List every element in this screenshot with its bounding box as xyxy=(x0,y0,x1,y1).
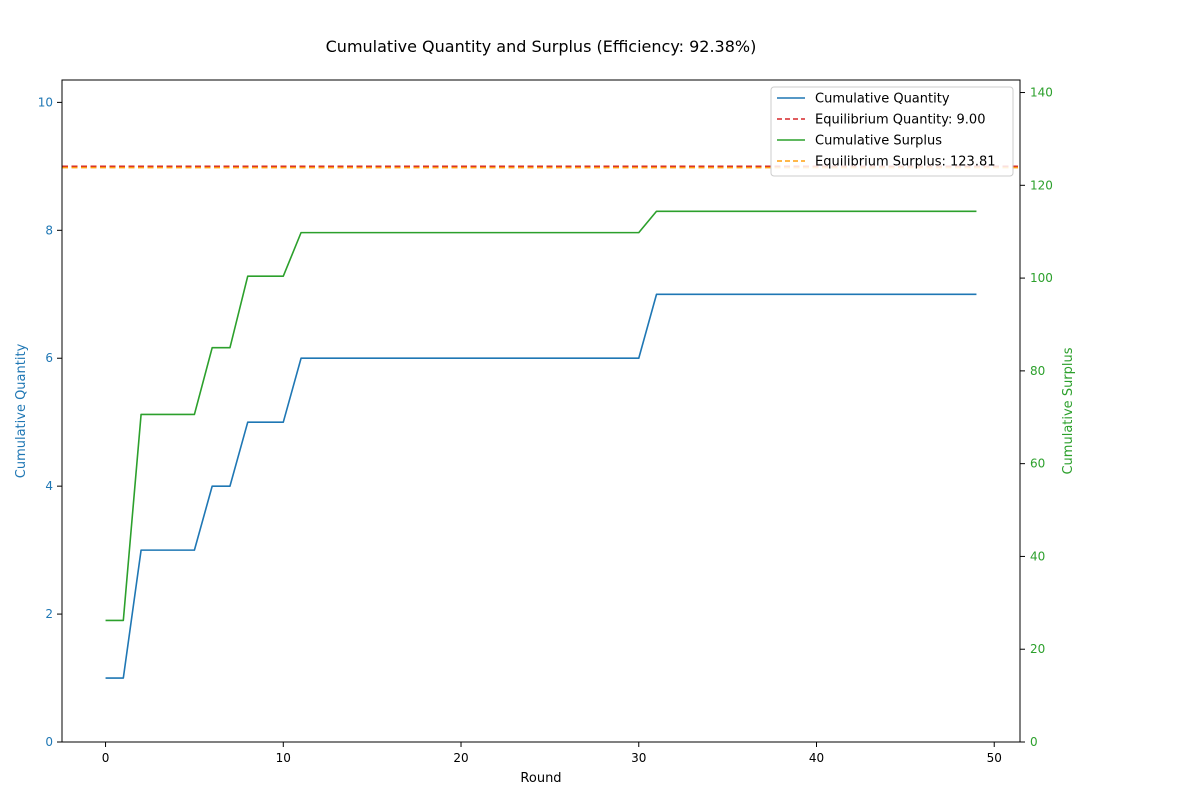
x-tick-label: 30 xyxy=(631,751,646,765)
legend-label: Cumulative Quantity xyxy=(815,92,950,107)
y-left-tick-label: 2 xyxy=(45,607,53,621)
y-axis-right: 0 20 40 60 80 100 120 140 xyxy=(1020,86,1053,749)
chart-title: Cumulative Quantity and Surplus (Efficie… xyxy=(326,37,757,56)
series-line xyxy=(105,293,977,679)
x-tick-label: 40 xyxy=(809,751,824,765)
x-axis-label: Round xyxy=(520,771,561,786)
y-left-tick-label: 6 xyxy=(45,351,53,365)
plot-frame xyxy=(61,79,1021,743)
y-right-tick-label: 60 xyxy=(1030,457,1045,471)
legend-box xyxy=(770,86,1014,177)
x-tick-label: 50 xyxy=(987,751,1002,765)
y-right-tick-label: 120 xyxy=(1030,178,1053,192)
y-right-tick-label: 20 xyxy=(1030,642,1045,656)
y-axis-left: 0 2 4 6 8 10 xyxy=(38,95,62,749)
x-tick-label: 10 xyxy=(276,751,291,765)
y-axis-right-label: Cumulative Surplus xyxy=(1061,347,1076,474)
y-right-tick-label: 80 xyxy=(1030,364,1045,378)
x-axis: 0 10 20 30 40 50 xyxy=(102,742,1002,765)
y-left-tick-label: 0 xyxy=(45,735,53,749)
y-left-tick-label: 10 xyxy=(38,95,53,109)
y-left-tick-label: 4 xyxy=(45,479,53,493)
legend-label: Cumulative Surplus xyxy=(815,134,942,149)
y-axis-left-label: Cumulative Quantity xyxy=(14,343,29,478)
y-right-tick-label: 140 xyxy=(1030,86,1053,100)
y-right-tick-label: 0 xyxy=(1030,735,1038,749)
x-tick-label: 0 xyxy=(102,751,110,765)
legend-label: Equilibrium Surplus: 123.81 xyxy=(815,155,996,170)
legend: Cumulative Quantity Equilibrium Quantity:… xyxy=(770,86,1014,177)
legend-label: Equilibrium Quantity: 9.00 xyxy=(815,113,985,128)
y-right-tick-label: 40 xyxy=(1030,549,1045,563)
y-right-tick-label: 100 xyxy=(1030,271,1053,285)
y-left-tick-label: 8 xyxy=(45,223,53,237)
x-tick-label: 20 xyxy=(453,751,468,765)
series-line xyxy=(105,210,977,622)
